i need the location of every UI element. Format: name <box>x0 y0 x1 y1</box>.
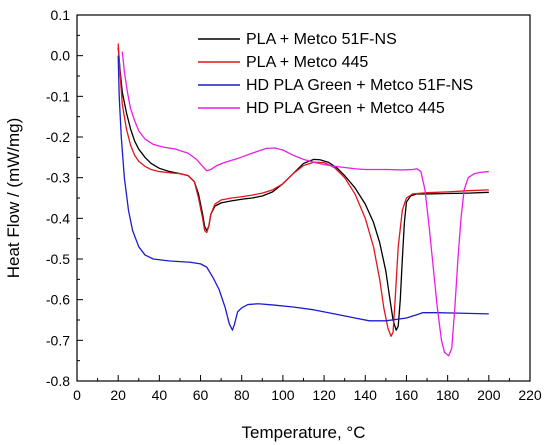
x-tick-label: 60 <box>193 387 209 403</box>
series-line-2 <box>117 43 489 337</box>
y-tick-label: -0.1 <box>46 88 70 104</box>
series-line-4 <box>121 51 489 357</box>
x-tick-label: 0 <box>73 387 81 403</box>
legend: PLA + Metco 51F-NS PLA + Metco 445 HD PLA … <box>198 31 473 117</box>
ticks-layer: 0 20 40 60 80 100 120 140 160 180 200 220 -0.8 -0.7 -0… <box>46 7 542 403</box>
series-line-3 <box>117 55 489 331</box>
x-tick-label: 20 <box>110 387 126 403</box>
legend-label-3: HD PLA Green + Metco 51F-NS <box>246 77 473 94</box>
x-tick-label: 140 <box>354 387 378 403</box>
y-tick-label: -0.3 <box>46 170 70 186</box>
x-axis-title: Temperature, °C <box>242 423 366 442</box>
y-tick-label: -0.5 <box>46 251 70 267</box>
x-tick-label: 200 <box>477 387 501 403</box>
legend-label-1: PLA + Metco 51F-NS <box>246 31 397 48</box>
x-tick-label: 100 <box>271 387 295 403</box>
legend-label-2: PLA + Metco 445 <box>246 54 368 71</box>
legend-label-4: HD PLA Green + Metco 445 <box>246 100 445 117</box>
y-tick-label: 0.0 <box>51 48 71 64</box>
y-tick-label: -0.7 <box>46 332 70 348</box>
y-tick-label: -0.2 <box>46 129 70 145</box>
y-tick-label: -0.6 <box>46 292 70 308</box>
x-tick-label: 160 <box>395 387 419 403</box>
y-tick-label: -0.4 <box>46 210 70 226</box>
y-axis-title: Heat Flow / (mW/mg) <box>4 118 23 279</box>
y-tick-label: 0.1 <box>51 7 71 23</box>
x-tick-label: 40 <box>152 387 168 403</box>
x-tick-label: 180 <box>436 387 460 403</box>
series-line-1 <box>117 47 489 331</box>
y-tick-label: -0.8 <box>46 373 70 389</box>
x-tick-label: 120 <box>312 387 336 403</box>
series-layer <box>117 43 489 357</box>
x-tick-label: 80 <box>234 387 250 403</box>
x-tick-label: 220 <box>518 387 542 403</box>
